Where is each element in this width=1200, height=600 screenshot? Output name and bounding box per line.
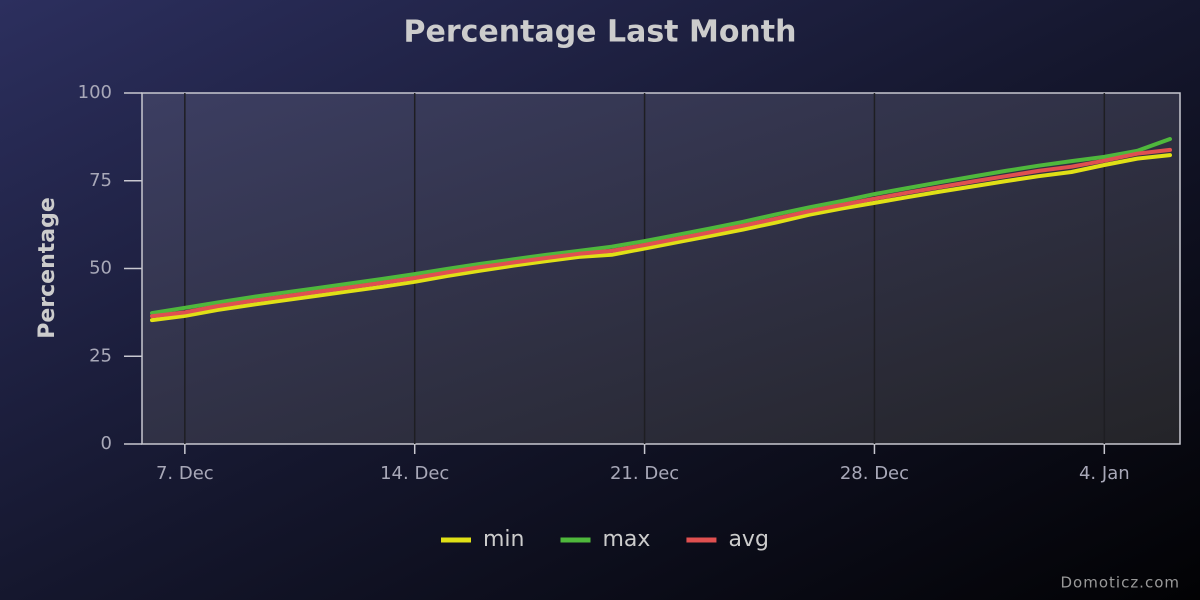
legend-label: min	[483, 527, 525, 552]
line-series	[150, 147, 1172, 319]
x-tick-label: 14. Dec	[380, 463, 449, 484]
y-tick-label: 50	[89, 258, 112, 279]
x-tick-label: 4. Jan	[1079, 463, 1130, 484]
y-tick-label: 75	[89, 170, 112, 191]
y-tick-label: 100	[78, 82, 112, 103]
line-series	[150, 137, 1172, 316]
legend-label: max	[603, 527, 651, 552]
x-tick-label: 28. Dec	[840, 463, 909, 484]
y-tick-label: 25	[89, 345, 112, 366]
legend-label: avg	[728, 527, 768, 552]
x-tick-label: 21. Dec	[610, 463, 679, 484]
chart-title: Percentage Last Month	[404, 15, 797, 50]
y-tick-label: 0	[101, 433, 112, 454]
line-series	[150, 153, 1172, 323]
x-tick-label: 7. Dec	[156, 463, 214, 484]
plot-area	[141, 92, 1181, 445]
y-axis-label: Percentage	[35, 197, 60, 339]
credit: Domoticz.com	[1061, 574, 1181, 592]
